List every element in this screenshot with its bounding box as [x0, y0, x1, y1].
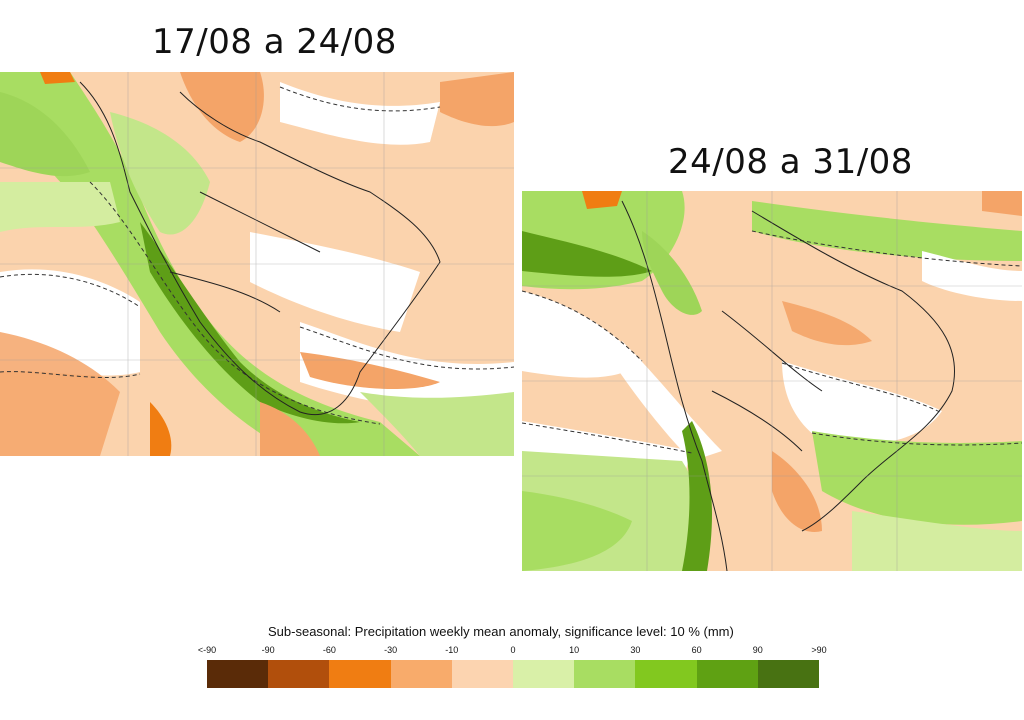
- legend-tick-label: -30: [384, 645, 398, 655]
- legend-tick-label: <-90: [197, 645, 217, 655]
- legend-tick-label: 10: [569, 645, 580, 655]
- map-panel-2: [522, 191, 1022, 571]
- legend-tick-label: -60: [322, 645, 336, 655]
- legend-swatch: [268, 660, 330, 688]
- legend-swatch: [635, 660, 697, 688]
- precipitation-anomaly-map-2: [522, 191, 1022, 571]
- legend-swatch: [207, 660, 269, 688]
- legend-tick-label: 60: [691, 645, 702, 655]
- legend-colorbar: [207, 660, 820, 688]
- legend-swatch: [390, 660, 452, 688]
- map-panel-1: [0, 72, 514, 456]
- legend-swatch: [451, 660, 514, 688]
- legend-tick-label: >90: [811, 645, 827, 655]
- legend-tick-labels: <-90 -90 -60 -30 -10 0 10 30 60 90 >90: [190, 645, 840, 659]
- legend-swatch: [757, 660, 820, 688]
- legend-tick-label: -90: [261, 645, 275, 655]
- panel-2-title: 24/08 a 31/08: [668, 142, 913, 182]
- legend-swatch: [696, 660, 758, 688]
- legend-tick-label: 30: [630, 645, 641, 655]
- legend-title: Sub-seasonal: Precipitation weekly mean …: [268, 624, 734, 639]
- legend-swatch: [513, 660, 575, 688]
- panel-1-title: 17/08 a 24/08: [152, 22, 397, 62]
- legend-tick-label: -10: [445, 645, 459, 655]
- legend-tick-label: 0: [510, 645, 516, 655]
- legend-swatch: [329, 660, 391, 688]
- legend-swatch: [574, 660, 636, 688]
- legend-tick-label: 90: [752, 645, 763, 655]
- precipitation-anomaly-map-1: [0, 72, 514, 456]
